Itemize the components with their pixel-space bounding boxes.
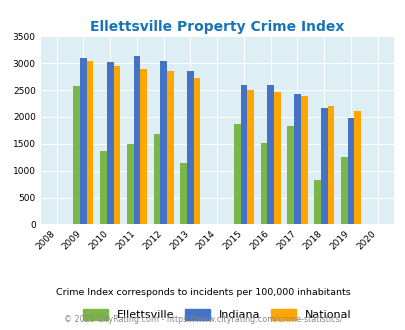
Bar [287, 125, 293, 224]
Bar [140, 69, 147, 224]
Bar [300, 96, 307, 224]
Bar [87, 61, 93, 224]
Bar [313, 180, 320, 224]
Title: Ellettsville Property Crime Index: Ellettsville Property Crime Index [90, 20, 343, 34]
Bar [240, 85, 247, 224]
Bar [113, 66, 120, 224]
Bar [354, 111, 360, 224]
Bar [73, 86, 80, 224]
Text: © 2025 CityRating.com - https://www.cityrating.com/crime-statistics/: © 2025 CityRating.com - https://www.city… [64, 315, 341, 324]
Bar [80, 58, 87, 224]
Bar [340, 157, 347, 224]
Bar [293, 94, 300, 224]
Bar [273, 92, 280, 224]
Bar [160, 61, 166, 224]
Text: Crime Index corresponds to incidents per 100,000 inhabitants: Crime Index corresponds to incidents per… [55, 288, 350, 297]
Bar [320, 108, 327, 224]
Bar [260, 143, 267, 224]
Bar [233, 124, 240, 224]
Bar [247, 90, 254, 224]
Bar [166, 71, 173, 224]
Bar [153, 134, 160, 224]
Bar [100, 151, 107, 224]
Bar [180, 163, 187, 224]
Bar [193, 78, 200, 224]
Bar [133, 56, 140, 224]
Bar [347, 118, 354, 224]
Bar [107, 62, 113, 224]
Bar [267, 85, 273, 224]
Bar [327, 106, 333, 224]
Bar [187, 71, 193, 224]
Bar [127, 144, 133, 224]
Legend: Ellettsville, Indiana, National: Ellettsville, Indiana, National [83, 309, 350, 320]
